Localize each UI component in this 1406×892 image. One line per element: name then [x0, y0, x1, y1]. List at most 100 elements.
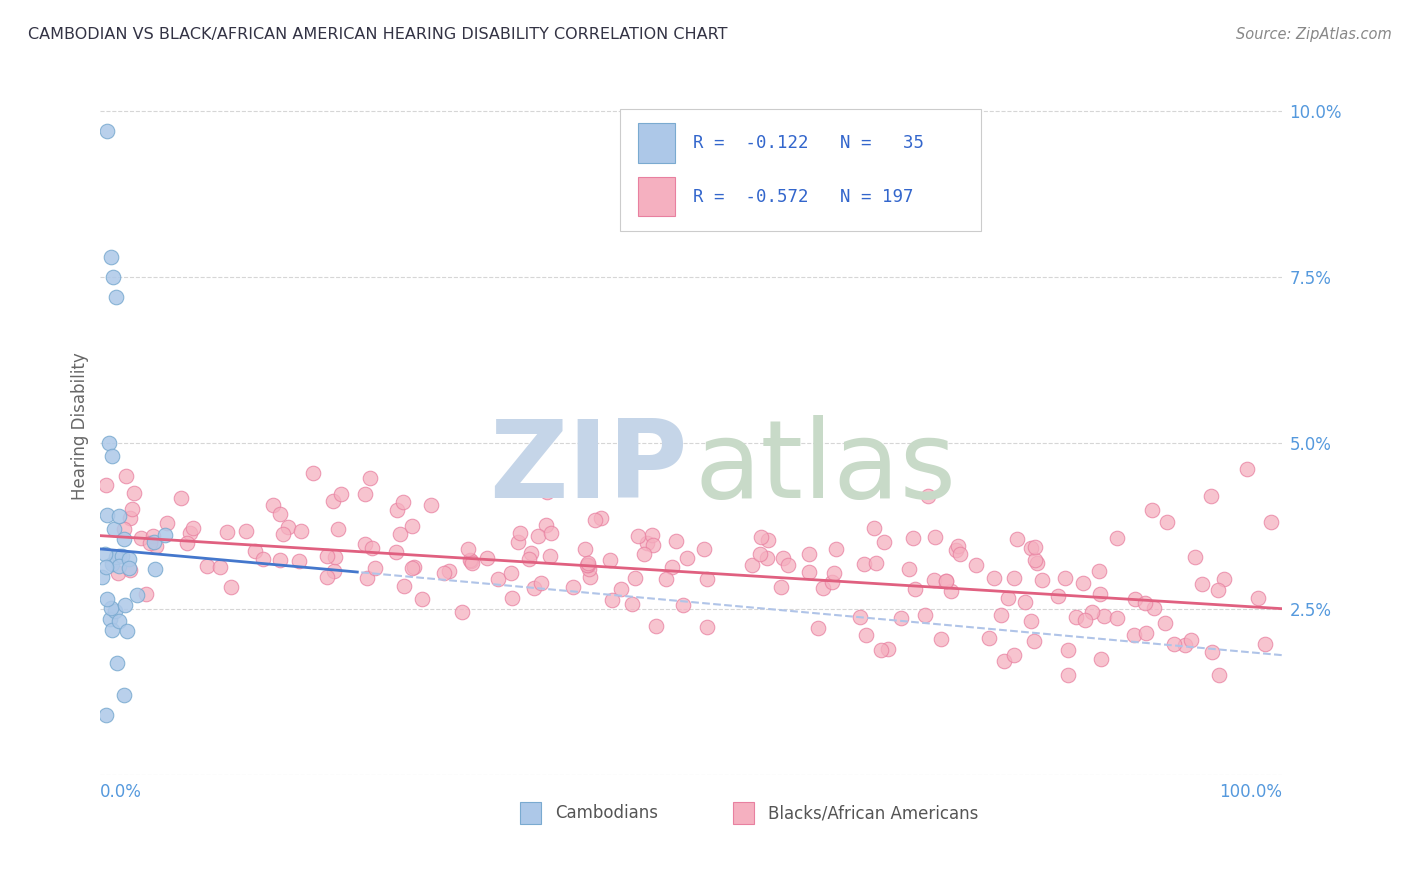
- Point: [457, 541, 479, 556]
- Point: [96, 559, 118, 574]
- Point: [1140, 503, 1163, 517]
- Point: [100, 624, 122, 638]
- Point: [461, 556, 484, 570]
- Point: [1105, 611, 1128, 625]
- Point: [100, 612, 122, 626]
- Point: [385, 545, 408, 559]
- Point: [620, 597, 643, 611]
- Text: R =  -0.122   N =   35: R = -0.122 N = 35: [693, 134, 924, 152]
- Point: [125, 588, 148, 602]
- Y-axis label: Hearing Disability: Hearing Disability: [72, 352, 89, 500]
- Point: [235, 524, 257, 538]
- Point: [1074, 613, 1097, 627]
- Point: [576, 556, 599, 570]
- Point: [855, 628, 877, 642]
- Point: [475, 550, 498, 565]
- Point: [499, 566, 522, 580]
- Point: [179, 525, 201, 540]
- Point: [1122, 628, 1144, 642]
- Point: [579, 570, 602, 584]
- Bar: [733, 802, 754, 824]
- Point: [939, 584, 962, 599]
- Point: [94, 547, 117, 561]
- Point: [897, 561, 920, 575]
- Point: [323, 564, 346, 578]
- Point: [578, 562, 600, 576]
- Text: CAMBODIAN VS BLACK/AFRICAN AMERICAN HEARING DISABILITY CORRELATION CHART: CAMBODIAN VS BLACK/AFRICAN AMERICAN HEAR…: [28, 27, 728, 42]
- Point: [575, 558, 598, 572]
- Point: [170, 491, 193, 505]
- Point: [1201, 489, 1223, 503]
- Point: [389, 527, 412, 541]
- Point: [120, 511, 142, 525]
- Point: [387, 503, 409, 517]
- Text: 100.0%: 100.0%: [1219, 783, 1282, 801]
- Point: [873, 535, 896, 549]
- Point: [811, 581, 834, 595]
- Point: [574, 541, 596, 556]
- Point: [1002, 571, 1025, 585]
- Point: [654, 572, 676, 586]
- Point: [990, 607, 1012, 622]
- Point: [741, 558, 763, 573]
- Point: [96, 591, 118, 606]
- Text: Blacks/African Americans: Blacks/African Americans: [768, 804, 979, 822]
- Point: [661, 560, 683, 574]
- Point: [437, 564, 460, 578]
- Point: [96, 508, 118, 522]
- Text: ZIP: ZIP: [489, 415, 688, 521]
- Point: [142, 535, 165, 549]
- Text: 0.0%: 0.0%: [100, 783, 142, 801]
- Point: [644, 618, 666, 632]
- Point: [401, 560, 423, 574]
- Point: [865, 556, 887, 570]
- Point: [853, 557, 876, 571]
- Point: [262, 498, 284, 512]
- Bar: [520, 802, 541, 824]
- Point: [323, 549, 346, 564]
- Point: [1254, 636, 1277, 650]
- Point: [301, 466, 323, 480]
- Point: [583, 513, 606, 527]
- Point: [1135, 625, 1157, 640]
- Point: [1208, 668, 1230, 682]
- Point: [1081, 605, 1104, 619]
- Point: [1247, 591, 1270, 605]
- Text: Source: ZipAtlas.com: Source: ZipAtlas.com: [1236, 27, 1392, 42]
- Point: [675, 550, 697, 565]
- Point: [1005, 533, 1028, 547]
- Point: [1143, 600, 1166, 615]
- Point: [519, 546, 541, 560]
- Point: [392, 579, 415, 593]
- Point: [863, 521, 886, 535]
- Point: [108, 559, 131, 574]
- Point: [176, 536, 198, 550]
- Point: [849, 610, 872, 624]
- Point: [450, 605, 472, 619]
- Bar: [638, 123, 675, 162]
- Point: [1088, 586, 1111, 600]
- Point: [502, 591, 524, 606]
- Point: [1019, 614, 1042, 628]
- Point: [129, 531, 152, 545]
- Point: [929, 632, 952, 646]
- Point: [101, 449, 124, 463]
- Point: [103, 522, 125, 536]
- Point: [322, 493, 344, 508]
- Point: [269, 507, 291, 521]
- Point: [217, 525, 239, 540]
- Point: [363, 561, 385, 575]
- Point: [997, 591, 1019, 606]
- Point: [269, 552, 291, 566]
- Point: [624, 571, 647, 585]
- Point: [935, 574, 957, 589]
- Point: [105, 656, 128, 670]
- Point: [401, 518, 423, 533]
- Point: [696, 620, 718, 634]
- Point: [1206, 583, 1229, 598]
- Point: [756, 533, 779, 548]
- Text: Cambodians: Cambodians: [555, 804, 658, 822]
- Point: [392, 495, 415, 509]
- Text: R =  -0.572   N = 197: R = -0.572 N = 197: [693, 187, 912, 206]
- Point: [979, 631, 1001, 645]
